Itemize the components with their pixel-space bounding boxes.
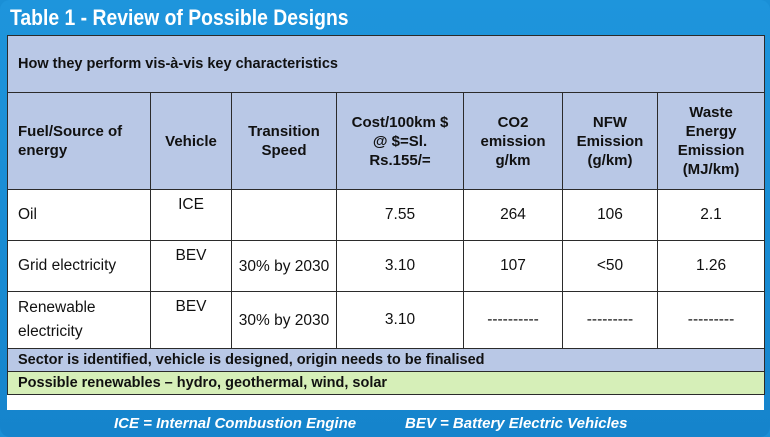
cell-waste: 2.1 <box>656 189 766 241</box>
cell-vehicle: BEV <box>150 240 232 292</box>
cell-co2: ---------- <box>463 291 563 349</box>
cell-speed: 30% by 2030 <box>231 291 337 349</box>
data-table: How they perform vis-à-vis key character… <box>6 35 766 395</box>
cell-vehicle: BEV <box>150 291 232 349</box>
cell-co2: 264 <box>463 189 563 241</box>
note-row-sector: Sector is identified, vehicle is designe… <box>6 348 766 372</box>
footer-ice-legend: ICE = Internal Combustion Engine <box>114 415 357 432</box>
header-vehicle: Vehicle <box>150 92 232 190</box>
table-row: Oil ICE 7.55 264 106 2.1 <box>7 189 766 241</box>
cell-cost: 3.10 <box>336 240 464 292</box>
sector-note: Sector is identified, vehicle is designe… <box>6 348 766 372</box>
table-footer: ICE = Internal Combustion Engine BEV = B… <box>0 410 770 437</box>
cell-nfw: <50 <box>562 240 658 292</box>
cell-speed <box>231 189 337 241</box>
header-fuel: Fuel/Source of energy <box>7 92 151 190</box>
header-transition-speed: Transition Speed <box>231 92 337 190</box>
cell-cost: 3.10 <box>336 291 464 349</box>
footer-bev-legend: BEV = Battery Electric Vehicles <box>405 415 628 432</box>
header-cost: Cost/100km $ @ $=Sl. Rs.155/= <box>336 92 464 190</box>
cell-fuel: Renewable electricity <box>7 291 151 349</box>
cell-waste: --------- <box>656 291 766 349</box>
cell-waste: 1.26 <box>656 240 766 292</box>
cell-speed: 30% by 2030 <box>231 240 337 292</box>
header-waste: Waste Energy Emission (MJ/km) <box>656 92 766 190</box>
subtitle-row: How they perform vis-à-vis key character… <box>6 35 766 93</box>
cell-nfw: 106 <box>562 189 658 241</box>
header-row: Fuel/Source of energy Vehicle Transition… <box>7 92 766 190</box>
cell-co2: 107 <box>463 240 563 292</box>
header-nfw: NFW Emission (g/km) <box>562 92 658 190</box>
table-subtitle: How they perform vis-à-vis key character… <box>6 35 766 93</box>
table-row: Grid electricity BEV 30% by 2030 3.10 10… <box>7 240 766 292</box>
cell-vehicle: ICE <box>150 189 232 241</box>
cell-cost: 7.55 <box>336 189 464 241</box>
design-review-table: How they perform vis-à-vis key character… <box>6 35 766 410</box>
table-title: Table 1 - Review of Possible Designs <box>10 5 349 30</box>
cell-fuel: Oil <box>7 189 151 241</box>
header-co2: CO2 emission g/km <box>463 92 563 190</box>
cell-fuel: Grid electricity <box>7 240 151 292</box>
note-row-renewables: Possible renewables – hydro, geothermal,… <box>6 371 766 395</box>
cell-nfw: --------- <box>562 291 658 349</box>
renewables-note: Possible renewables – hydro, geothermal,… <box>6 371 766 395</box>
table-row: Renewable electricity BEV 30% by 2030 3.… <box>7 291 766 349</box>
